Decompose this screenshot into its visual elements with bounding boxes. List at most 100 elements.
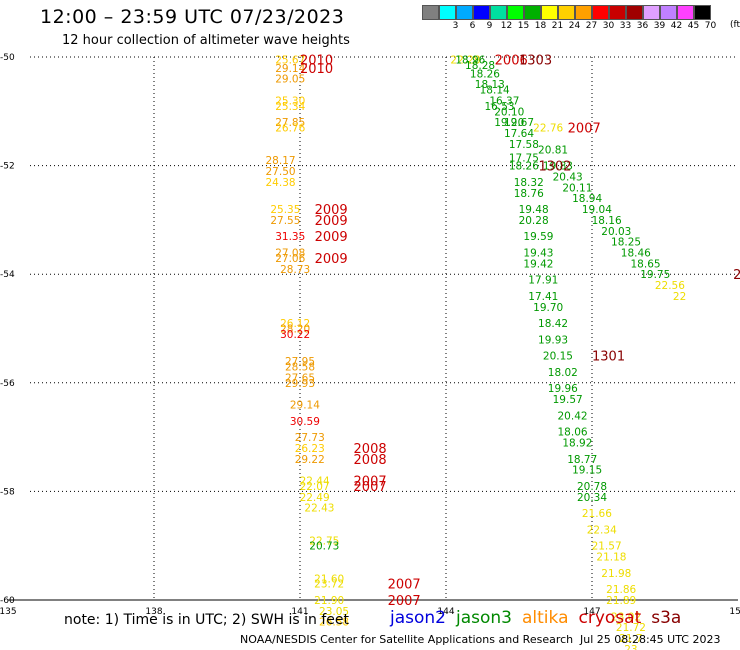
x-tick-label: 138 (145, 607, 162, 617)
pass-label: 2007 (388, 594, 421, 609)
wave-height-point: 17.41 (528, 291, 558, 303)
wave-height-point: 28.58 (285, 362, 315, 374)
pass-label: 2010 (300, 54, 333, 69)
wave-height-point: 16.53 (485, 101, 515, 113)
wave-height-point: 21.57 (592, 541, 622, 553)
y-tick-label: -60 (0, 596, 15, 606)
wave-height-point: 20.78 (577, 481, 607, 493)
wave-height-point: 20.42 (558, 410, 588, 422)
color-scale (422, 5, 711, 20)
color-scale-swatch (575, 5, 592, 20)
x-tick-label: 141 (291, 607, 308, 617)
wave-height-point: 18.14 (480, 85, 510, 97)
pass-label: 2 (733, 268, 740, 283)
color-scale-label: 27 (585, 21, 598, 31)
wave-height-point: 18.28 (465, 60, 495, 72)
wave-height-point: 21.89 (606, 595, 636, 607)
satellite-legend: jason2 jason3 altika cryosat s3a (390, 608, 691, 628)
wave-height-point: 29.93 (285, 378, 315, 390)
wave-height-point: 17.64 (504, 128, 534, 140)
color-scale-swatch (439, 5, 456, 20)
color-scale-swatch (456, 5, 473, 20)
y-tick-label: -56 (0, 379, 15, 389)
data-points: 25.6729.1429.0525.3025.3427.8526.7628.17… (266, 55, 687, 650)
wave-height-point: 17.75 (509, 152, 539, 164)
color-scale-label: 9 (486, 21, 493, 31)
wave-height-point: 25.30 (275, 95, 305, 107)
wave-height-point: 18.94 (572, 193, 602, 205)
color-scale-label: 70 (704, 21, 717, 31)
wave-height-point: 19.42 (523, 258, 553, 270)
color-scale-label: 18 (534, 21, 547, 31)
wave-height-point: 19.83 (543, 161, 573, 173)
pass-label: 2007 (568, 122, 601, 137)
color-scale-swatch (609, 5, 626, 20)
wave-height-point: 26.76 (275, 123, 305, 135)
wave-height-point: 27.55 (270, 215, 300, 227)
wave-height-point: 20.43 (553, 171, 583, 183)
x-tick-label: 147 (583, 607, 600, 617)
pass-label: 2008 (354, 442, 387, 457)
wave-height-point: 19.20 (494, 117, 524, 129)
wave-height-point: 30.22 (280, 329, 310, 341)
wave-height-point: 22.34 (587, 524, 617, 536)
pass-label: 2009 (315, 252, 348, 267)
color-scale-label (430, 21, 447, 31)
wave-height-point: 18.77 (567, 454, 597, 466)
wave-height-point: 22.76 (533, 123, 563, 135)
wave-height-point: 20.81 (538, 144, 568, 156)
wave-height-point: 17.58 (509, 139, 539, 151)
wave-height-point: 25.67 (275, 55, 305, 67)
wave-height-point: 24.38 (266, 177, 296, 189)
wave-height-point: 30.59 (290, 416, 320, 428)
wave-height-point: 18.42 (538, 318, 568, 330)
wave-height-point: 22.44 (300, 476, 330, 488)
wave-height-point: 18.02 (548, 367, 578, 379)
chart-subtitle: 12 hour collection of altimeter wave hei… (62, 33, 350, 48)
color-scale-label: 15 (517, 21, 530, 31)
wave-height-point: 20.34 (577, 492, 607, 504)
wave-height-point: 27.08 (275, 247, 305, 259)
pass-label: 2007 (354, 480, 387, 495)
wave-height-point: 22.07 (300, 481, 330, 493)
wave-height-point: 22.56 (655, 280, 685, 292)
wave-height-point: 19.48 (519, 204, 549, 216)
color-scale-swatch (422, 5, 439, 20)
color-scale-swatch (643, 5, 660, 20)
grid (30, 56, 738, 601)
wave-height-point: 21.7 (619, 633, 642, 645)
wave-height-point: 18.92 (562, 438, 592, 450)
color-scale-label: 45 (687, 21, 700, 31)
color-scale-label: 36 (636, 21, 649, 31)
color-scale-labels: 3 6 9 12 15 18 21 24 27 30 33 36 39 42 45 70 (422, 21, 717, 31)
color-scale-unit: (ft) (730, 20, 740, 30)
credit-timestamp: Jul 25 08:28:45 UTC 2023 (580, 633, 721, 646)
wave-height-point: 27.85 (275, 117, 305, 129)
wave-height-point: 29.22 (295, 454, 325, 466)
wave-height-point: 19.15 (572, 465, 602, 477)
color-scale-swatch (660, 5, 677, 20)
satellite-jason2: jason2 (390, 608, 446, 628)
wave-height-point: 18.26 (470, 68, 500, 80)
wave-height-point: 21.66 (582, 508, 612, 520)
wave-height-point: 25.34 (275, 101, 305, 113)
y-tick-label: -50 (0, 53, 15, 63)
chart-title: 12:00 – 23:59 UTC 07/23/2023 (40, 6, 345, 28)
x-tick-label: 135 (0, 607, 17, 617)
color-scale-label: 12 (500, 21, 513, 31)
wave-height-point: 27.06 (275, 253, 305, 265)
color-scale-swatch (677, 5, 694, 20)
wave-height-point: 19.59 (523, 231, 553, 243)
wave-height-point: 20.03 (601, 226, 631, 238)
wave-height-point: 22.75 (309, 535, 339, 547)
x-tick-label: 144 (437, 607, 454, 617)
wave-height-point: 20.28 (519, 215, 549, 227)
y-tick-label: -58 (0, 487, 15, 497)
wave-height-point: 22.43 (304, 503, 334, 515)
color-scale-label: 6 (469, 21, 476, 31)
color-scale-label: 39 (653, 21, 666, 31)
wave-height-point: 26.23 (295, 443, 325, 455)
color-scale-swatch (473, 5, 490, 20)
color-scale-label: 42 (670, 21, 683, 31)
